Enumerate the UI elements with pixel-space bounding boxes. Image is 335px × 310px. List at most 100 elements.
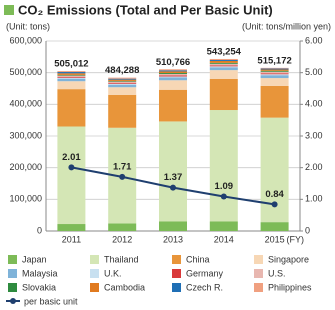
x-tick-label: 2012 xyxy=(112,234,132,244)
line-label: 1.71 xyxy=(113,161,132,172)
y2-tick-label: 2.00 xyxy=(305,162,323,172)
total-label: 543,254 xyxy=(207,46,242,57)
bar-segment xyxy=(209,67,238,71)
legend-label: Germany xyxy=(186,268,224,278)
bar-segment xyxy=(57,71,86,73)
bar-segment xyxy=(57,126,86,225)
bar-segment xyxy=(57,224,86,231)
total-label: 505,012 xyxy=(54,59,88,70)
bar-segment xyxy=(159,80,187,90)
legend-label: Japan xyxy=(22,254,47,264)
legend-label: Malaysia xyxy=(22,268,58,278)
legend-label: China xyxy=(186,254,210,264)
bar-segment xyxy=(159,77,187,81)
legend-swatch xyxy=(90,283,99,292)
bar-segment xyxy=(260,78,289,86)
line-point xyxy=(220,193,227,200)
x-unit: (FY) xyxy=(287,234,305,244)
legend-swatch xyxy=(172,255,181,264)
legend-swatch xyxy=(172,283,181,292)
bar-segment xyxy=(159,221,187,231)
bar-segment xyxy=(108,78,137,80)
x-tick-label: 2015 xyxy=(265,234,285,244)
bar-segment xyxy=(159,75,187,77)
bar-segment xyxy=(209,58,238,60)
legend-label: Philippines xyxy=(268,282,312,292)
bar-segment xyxy=(209,65,238,67)
legend-label: Singapore xyxy=(268,254,309,264)
bar-segment xyxy=(159,71,187,73)
bar-segment xyxy=(159,76,187,78)
y-axis-label: (Unit: tons) xyxy=(6,21,50,31)
bar-segment xyxy=(260,70,289,72)
y-tick-label: 400,000 xyxy=(9,99,42,109)
bar-segment xyxy=(57,72,86,74)
bar-segment xyxy=(209,79,238,111)
y2-tick-label: 1.00 xyxy=(305,194,323,204)
legend-marker xyxy=(10,298,16,304)
bar-segment xyxy=(108,94,137,128)
y2-tick-label: 0 xyxy=(305,225,310,235)
total-label: 515,172 xyxy=(257,55,291,66)
bar-segment xyxy=(209,63,238,66)
bar-segment xyxy=(57,89,86,127)
bar-segment xyxy=(57,78,86,82)
bar-segment xyxy=(209,60,238,61)
line-point xyxy=(119,173,126,180)
bar-segment xyxy=(159,70,187,72)
bar-segment xyxy=(57,81,86,90)
bar-segment xyxy=(57,76,86,78)
bar-segment xyxy=(260,222,289,231)
y2-tick-label: 6.00 xyxy=(305,35,323,45)
title-icon xyxy=(4,5,14,15)
total-label: 484,288 xyxy=(105,65,139,76)
legend-swatch xyxy=(254,255,263,264)
y2-tick-label: 5.00 xyxy=(305,67,323,77)
x-tick-label: 2013 xyxy=(163,234,183,244)
line-label: 0.84 xyxy=(265,189,284,200)
y-tick-label: 200,000 xyxy=(9,162,42,172)
legend-label: Thailand xyxy=(104,254,139,264)
x-tick-label: 2014 xyxy=(214,234,234,244)
bar-segment xyxy=(108,87,137,95)
bar-segment xyxy=(159,73,187,76)
line-label: 1.09 xyxy=(215,181,234,192)
legend-label: Slovakia xyxy=(22,282,56,292)
legend-label: U.S. xyxy=(268,268,286,278)
total-label: 510,766 xyxy=(156,57,190,68)
legend-label: Czech R. xyxy=(186,282,223,292)
legend-swatch xyxy=(8,255,17,264)
bar-segment xyxy=(108,83,137,85)
legend-label: U.K. xyxy=(104,268,122,278)
bar-segment xyxy=(260,67,289,69)
bar-segment xyxy=(209,110,238,222)
y2-axis-label: (Unit: tons/million yen) xyxy=(242,21,331,31)
bar-segment xyxy=(159,72,187,74)
bar-segment xyxy=(108,81,137,83)
chart-title: CO₂ Emissions (Total and Per Basic Unit) xyxy=(18,2,273,17)
bar-segment xyxy=(209,66,238,68)
bar-segment xyxy=(209,62,238,64)
bar-segment xyxy=(57,74,86,76)
legend-swatch xyxy=(254,283,263,292)
line-point xyxy=(68,164,75,171)
legend-swatch xyxy=(8,269,17,278)
bar-segment xyxy=(159,69,187,71)
bar-segment xyxy=(209,70,238,79)
bar-segment xyxy=(260,75,289,79)
legend-swatch xyxy=(254,269,263,278)
y-tick-label: 300,000 xyxy=(9,130,42,140)
bar-segment xyxy=(260,85,289,118)
y-tick-label: 0 xyxy=(37,225,42,235)
bar-segment xyxy=(159,121,187,222)
legend-label: Cambodia xyxy=(104,282,145,292)
y-tick-label: 500,000 xyxy=(9,67,42,77)
y-tick-label: 600,000 xyxy=(9,35,42,45)
bar-segment xyxy=(108,223,137,231)
bar-segment xyxy=(108,82,137,84)
legend-swatch xyxy=(8,283,17,292)
bar-segment xyxy=(108,80,137,82)
bar-segment xyxy=(260,74,289,76)
bar-segment xyxy=(57,73,86,75)
